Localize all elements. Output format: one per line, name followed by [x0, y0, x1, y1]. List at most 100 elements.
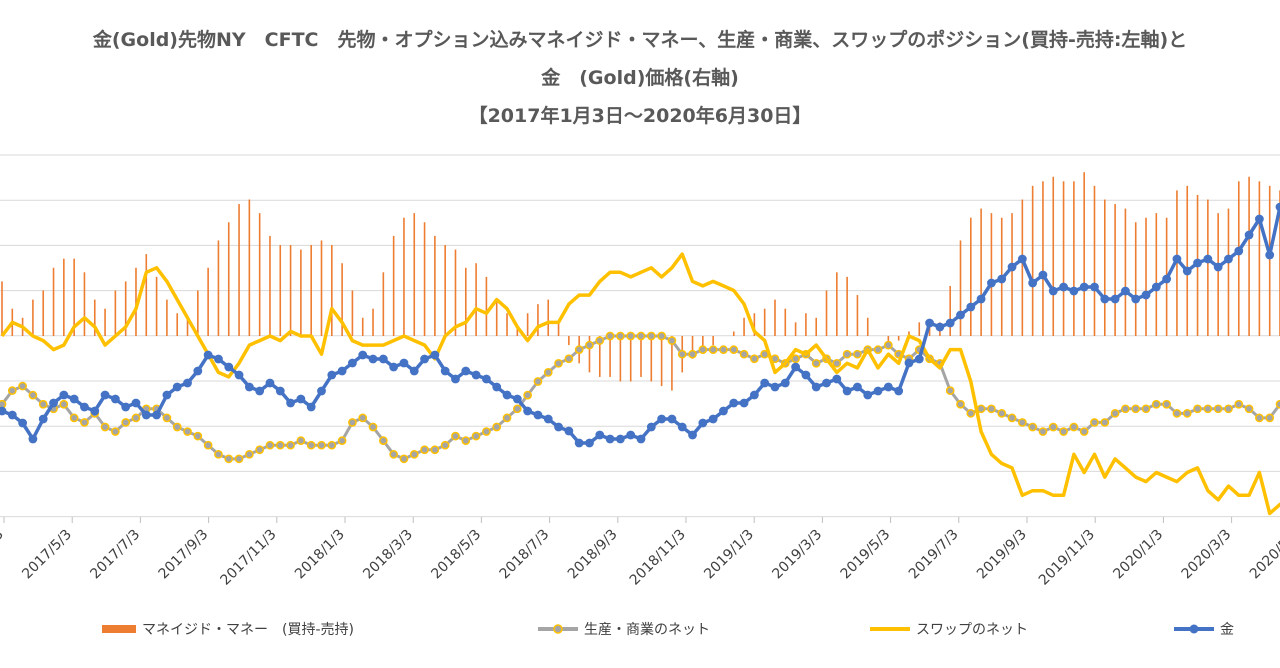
gold-point [1141, 290, 1151, 300]
gridlines [0, 154, 1280, 518]
gold-point [667, 414, 677, 424]
gold-point [780, 378, 790, 388]
producer-point [28, 390, 38, 400]
gold-point [791, 362, 800, 372]
producer-point [750, 354, 759, 364]
gold-point [1151, 282, 1161, 292]
managed-money-bar [176, 313, 179, 336]
producer-point [605, 331, 615, 341]
managed-money-bar [1186, 185, 1189, 336]
managed-money-bar [454, 249, 457, 336]
managed-money-bar [73, 258, 75, 336]
managed-money-bar [258, 213, 261, 336]
managed-money-bar [279, 245, 282, 336]
gold-point [574, 438, 584, 448]
gold-point [657, 414, 667, 424]
managed-money-bar [413, 213, 416, 336]
managed-money-bar [619, 336, 622, 382]
managed-money-bar [475, 263, 477, 336]
producer-point [1265, 413, 1275, 423]
managed-money-bar [114, 290, 117, 336]
gold-point [533, 410, 543, 420]
managed-money-bar [897, 336, 900, 341]
producer-point [616, 331, 625, 341]
gold-point [471, 370, 481, 380]
gold-point [1110, 294, 1120, 304]
legend-line-marker-icon [1174, 624, 1214, 634]
gold-point [80, 402, 89, 412]
managed-money-bar [537, 304, 539, 336]
managed-money-bar [392, 235, 395, 336]
gold-point [1234, 246, 1244, 256]
managed-money-bar [423, 222, 426, 336]
producer-point [1069, 422, 1079, 432]
gold-point [131, 398, 141, 408]
producer-point [348, 418, 357, 427]
producer-point [172, 422, 182, 432]
managed-money-bar [464, 267, 467, 336]
producer-point [255, 445, 265, 455]
managed-money-bar [660, 336, 663, 387]
managed-money-bar [763, 308, 766, 336]
producer-point [430, 445, 440, 455]
managed-money-bar [217, 240, 220, 336]
producer-point [111, 427, 120, 436]
producer-point [636, 331, 646, 341]
managed-money-bar [495, 299, 498, 336]
managed-money-bar [825, 290, 828, 336]
gold-point [172, 382, 182, 392]
managed-money-bar [671, 336, 673, 391]
chart-title-line3: 【2017年1月3日～2020年6月30日】 [468, 105, 812, 127]
managed-money-bar [629, 336, 632, 382]
managed-money-bar [248, 199, 251, 336]
managed-money-bar [949, 285, 951, 336]
x-tick-label: 2017/7/3 [87, 527, 143, 583]
producer-point [1234, 399, 1244, 409]
managed-money-bar [320, 240, 323, 336]
gold-point [121, 402, 131, 412]
producer-point [482, 427, 491, 436]
producer-point [389, 449, 398, 459]
managed-money-bar [650, 336, 653, 382]
gold-point [28, 434, 38, 444]
gold-point [1038, 270, 1048, 280]
producer-point [69, 413, 79, 423]
gold-point [739, 398, 749, 408]
gold-point [873, 386, 883, 396]
gold-point [935, 322, 945, 332]
producer-point [214, 449, 223, 459]
managed-money-bar [815, 317, 818, 336]
producer-point [698, 345, 708, 354]
managed-money-bar [732, 331, 735, 336]
producer-point [492, 422, 502, 432]
managed-money-bar [403, 217, 405, 336]
gold-point [1244, 230, 1254, 240]
managed-money-bar [784, 308, 787, 336]
legend-line-icon [870, 627, 910, 631]
gold-point [234, 370, 244, 380]
gold-point [966, 302, 976, 312]
managed-money-bar [1, 281, 3, 336]
producer-point [956, 399, 965, 409]
gold-point [203, 350, 213, 360]
legend-bar-swatch-icon [102, 625, 136, 633]
gold-point [1182, 266, 1192, 276]
gold-point [1193, 258, 1202, 268]
gold-point [1213, 262, 1223, 272]
gold-point [265, 378, 275, 388]
managed-money-bar [135, 267, 137, 336]
producer-point [378, 436, 388, 445]
managed-money-bar [753, 313, 756, 336]
producer-point [646, 331, 656, 341]
gold-point [451, 374, 460, 384]
gold-point [760, 378, 770, 388]
legend-label-gold: 金 [1220, 622, 1234, 638]
gold-point [368, 354, 378, 364]
gold-point [337, 366, 347, 376]
managed-money-bar [227, 222, 230, 336]
legend-label-managed-money: マネイジド・マネー (買持-売持) [142, 622, 354, 638]
gold-point [925, 318, 934, 328]
managed-money-bar [1227, 208, 1230, 336]
gold-point [492, 382, 502, 392]
gold-point [1100, 294, 1110, 304]
